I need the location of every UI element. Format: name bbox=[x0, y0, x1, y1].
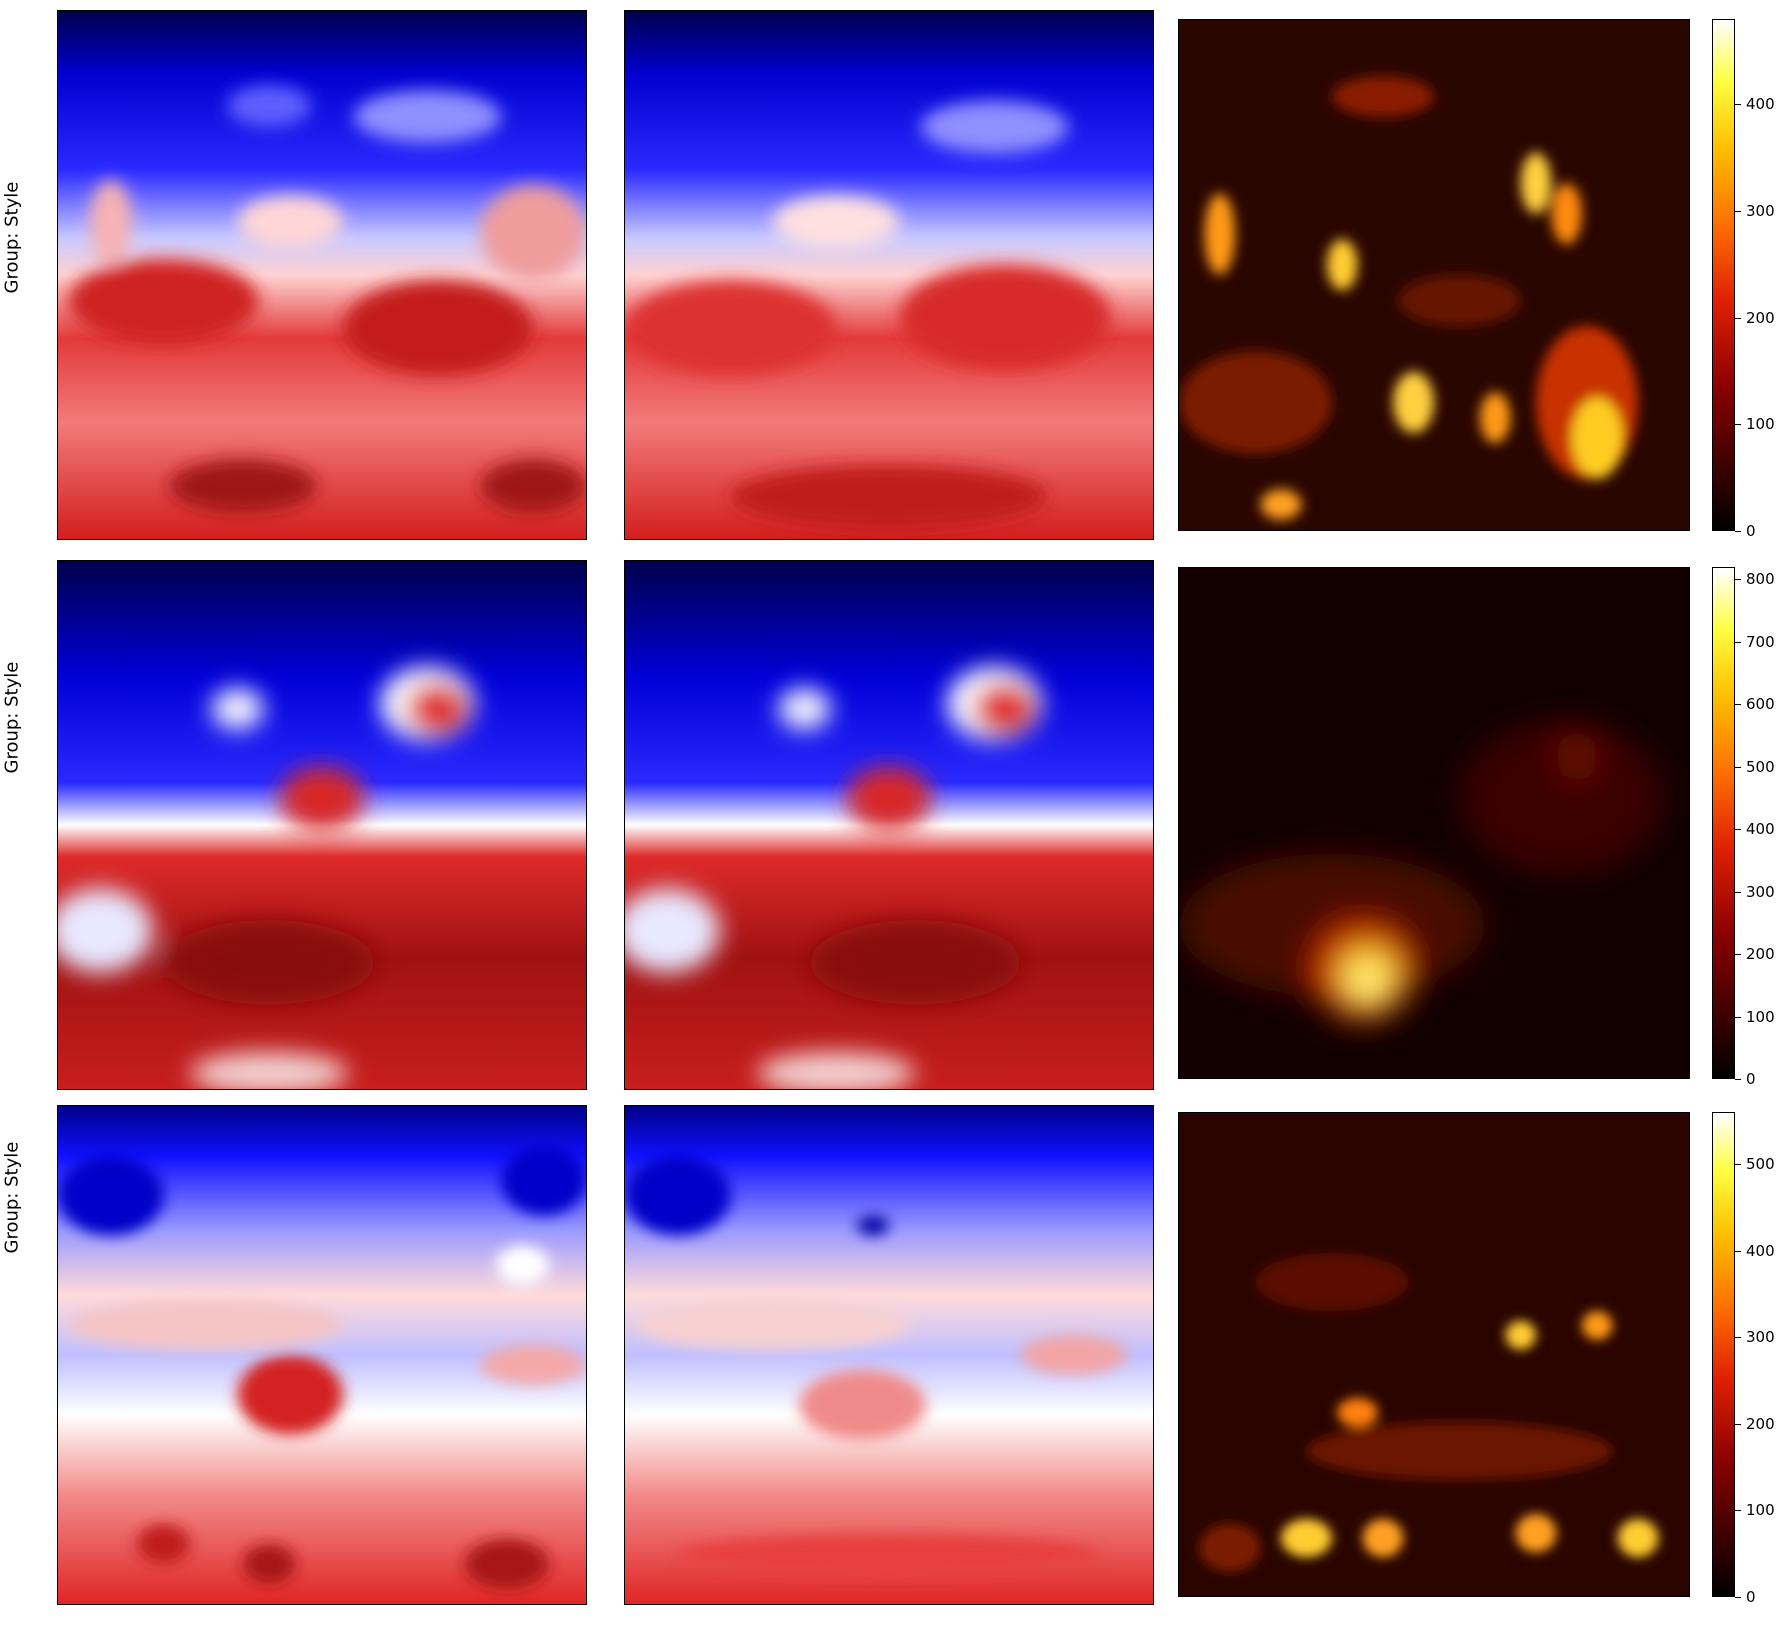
colorbar-tick bbox=[1735, 104, 1741, 106]
colorbar-tick-label: 600 bbox=[1746, 695, 1775, 714]
colorbar-tick-label: 400 bbox=[1746, 95, 1775, 114]
colorbar-tick-label: 300 bbox=[1746, 202, 1775, 220]
colorbar-tick-label: 200 bbox=[1746, 945, 1775, 964]
row-label-2: Group: Style bbox=[1, 661, 23, 774]
field-panel-row2 bbox=[57, 560, 587, 1090]
row-label-3: Group: Style bbox=[1, 1141, 23, 1254]
error-panel-row3 bbox=[1178, 1112, 1690, 1597]
colorbar-tick bbox=[1735, 1337, 1741, 1339]
colorbar-tick bbox=[1735, 1016, 1741, 1018]
recon-panel-row3 bbox=[624, 1105, 1154, 1605]
colorbar-tick-label: 200 bbox=[1746, 308, 1775, 327]
colorbar-tick-label: 500 bbox=[1746, 1154, 1775, 1173]
recon-panel-row2 bbox=[624, 560, 1154, 1090]
colorbar-tick-label: 100 bbox=[1746, 415, 1775, 434]
colorbar-tick bbox=[1735, 641, 1741, 643]
colorbar-tick-label: 0 bbox=[1746, 522, 1756, 540]
colorbar-tick-label: 400 bbox=[1746, 1241, 1775, 1260]
colorbar-tick-label: 800 bbox=[1746, 570, 1775, 589]
colorbar-tick bbox=[1735, 1423, 1741, 1425]
field-panel-row3 bbox=[57, 1105, 587, 1605]
colorbar-tick bbox=[1735, 829, 1741, 831]
colorbar-tick bbox=[1735, 766, 1741, 768]
colorbar-tick-label: 0 bbox=[1746, 1070, 1756, 1088]
colorbar-row1 bbox=[1712, 19, 1735, 531]
colorbar-tick-label: 400 bbox=[1746, 820, 1775, 839]
colorbar-tick-label: 300 bbox=[1746, 882, 1775, 901]
colorbar-tick-label: 700 bbox=[1746, 632, 1775, 651]
colorbar-tick-label: 200 bbox=[1746, 1414, 1775, 1433]
colorbar-tick-label: 100 bbox=[1746, 1007, 1775, 1026]
colorbar-tick-label: 500 bbox=[1746, 757, 1775, 776]
error-panel-row2 bbox=[1178, 567, 1690, 1079]
colorbar-tick bbox=[1735, 1510, 1741, 1512]
colorbar-tick bbox=[1735, 531, 1741, 532]
row-label-1: Group: Style bbox=[1, 181, 23, 294]
error-panel-row1 bbox=[1178, 19, 1690, 531]
colorbar-tick bbox=[1735, 1597, 1741, 1598]
colorbar-tick bbox=[1735, 317, 1741, 319]
colorbar-tick-label: 100 bbox=[1746, 1501, 1775, 1520]
colorbar-tick bbox=[1735, 891, 1741, 893]
colorbar-tick bbox=[1735, 424, 1741, 426]
colorbar-tick bbox=[1735, 211, 1741, 212]
colorbar-tick bbox=[1735, 1250, 1741, 1252]
colorbar-tick bbox=[1735, 704, 1741, 706]
colorbar-tick-label: 300 bbox=[1746, 1328, 1775, 1347]
colorbar-tick bbox=[1735, 579, 1741, 581]
colorbar-tick bbox=[1735, 954, 1741, 956]
colorbar-tick bbox=[1735, 1079, 1741, 1080]
field-panel-row1 bbox=[57, 10, 587, 540]
colorbar-row3 bbox=[1712, 1112, 1735, 1597]
colorbar-row2 bbox=[1712, 567, 1735, 1079]
colorbar-tick-label: 0 bbox=[1746, 1588, 1756, 1606]
colorbar-tick bbox=[1735, 1163, 1741, 1165]
recon-panel-row1 bbox=[624, 10, 1154, 540]
